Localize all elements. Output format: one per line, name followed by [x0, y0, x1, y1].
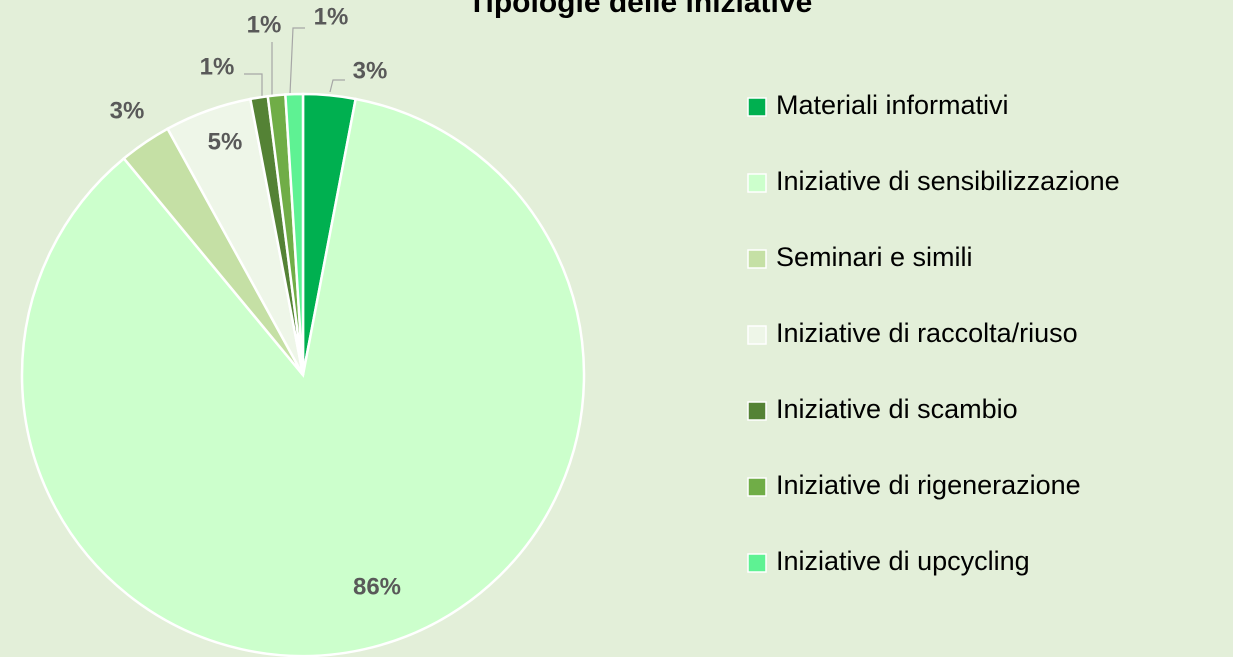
- leader-line: [244, 73, 263, 96]
- legend-label: Seminari e simili: [776, 242, 973, 272]
- leader-line: [289, 27, 305, 95]
- legend-label: Iniziative di raccolta/riuso: [776, 318, 1078, 348]
- legend-label: Materiali informativi: [776, 90, 1009, 120]
- legend-swatch: [747, 97, 767, 117]
- data-label: 86%: [353, 573, 401, 600]
- legend-swatch: [747, 401, 767, 421]
- pie-slice: [284, 92, 305, 376]
- legend-swatch: [747, 249, 767, 269]
- pie-slice: [20, 97, 586, 657]
- data-label: 5%: [208, 128, 243, 155]
- leader-line: [329, 79, 345, 93]
- data-label: 1%: [247, 11, 282, 38]
- legend-swatch: [747, 173, 767, 193]
- chart-title: Tipologie delle iniziative: [468, 0, 813, 19]
- legend-label: Iniziative di sensibilizzazione: [776, 166, 1120, 196]
- legend-label: Iniziative di scambio: [776, 394, 1018, 424]
- legend-label: Iniziative di upcycling: [776, 546, 1030, 576]
- legend-swatch: [747, 325, 767, 345]
- data-label: 3%: [353, 57, 388, 84]
- data-label: 1%: [314, 3, 349, 30]
- legend-label: Iniziative di rigenerazione: [776, 470, 1081, 500]
- leader-lines: [244, 27, 345, 96]
- data-label: 3%: [110, 97, 145, 124]
- data-label: 1%: [200, 53, 235, 80]
- legend-swatch: [747, 553, 767, 573]
- legend-swatch: [747, 477, 767, 497]
